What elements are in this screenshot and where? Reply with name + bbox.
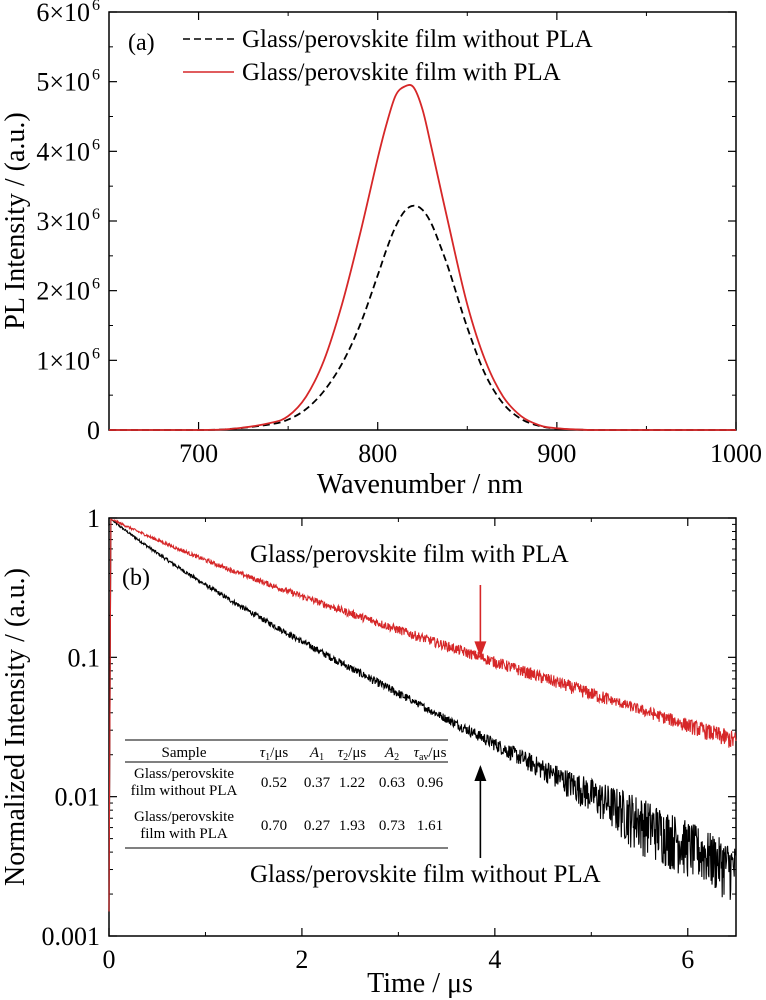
table-value-cell: 0.52 <box>261 775 287 791</box>
y-tick-label: 0 <box>87 416 100 445</box>
y-tick-label: 4×10 <box>36 137 90 166</box>
x-tick-label: 6 <box>681 945 694 974</box>
table-header-cell: τ2/μs <box>338 745 367 763</box>
y-tick-label: 3×10 <box>36 207 90 236</box>
panel-a-label: (a) <box>128 30 155 56</box>
panel-a-y-axis-label: PL Intensity / (a.u.) <box>0 112 31 329</box>
table-header-cell: Sample <box>162 745 207 761</box>
panel-b-y-axis-label: Normalized Intensity / (a.u.) <box>0 568 31 886</box>
arrowhead-without-pla <box>474 765 487 781</box>
panel-b-label: (b) <box>122 565 150 591</box>
y-tick-label: 2×10 <box>36 277 90 306</box>
y-tick-label-exponent: 6 <box>92 136 100 153</box>
panel-b-ticks: 0 2 4 6 0.001 0.01 0.1 1 <box>42 504 736 974</box>
annotation-with-pla: Glass/perovskite film with PLA <box>250 541 569 568</box>
y-tick-label-exponent: 6 <box>92 276 100 293</box>
panel-b-arrows <box>474 585 487 858</box>
x-tick-label: 4 <box>488 945 501 974</box>
table-value-cell: 0.37 <box>304 775 331 791</box>
x-tick-label: 700 <box>179 439 218 468</box>
table-header-cell: τ1/μs <box>260 745 289 763</box>
y-tick-label: 5×10 <box>36 68 90 97</box>
panel-b-curves <box>108 518 737 912</box>
legend-label-without-pla: Glass/perovskite film without PLA <box>242 26 593 53</box>
x-tick-label: 1000 <box>710 439 762 468</box>
table-value-cell: 0.27 <box>304 818 331 834</box>
table-value-cell: 0.63 <box>379 775 405 791</box>
panel-a-x-axis-label: Wavenumber / nm <box>317 469 523 500</box>
table-value-cell: 1.93 <box>339 818 365 834</box>
table-value-cell: 1.61 <box>417 818 443 834</box>
legend-label-with-pla: Glass/perovskite film with PLA <box>242 59 561 86</box>
y-tick-label-exponent: 6 <box>92 345 100 362</box>
series-line-with-pla <box>109 84 736 431</box>
table-value-cell: 0.96 <box>417 775 444 791</box>
y-tick-label: 0.1 <box>68 643 101 672</box>
table-sample-cell: film with PLA <box>140 826 228 842</box>
annotation-without-pla: Glass/perovskite film without PLA <box>250 861 601 888</box>
x-tick-label: 900 <box>537 439 576 468</box>
table-header-cell: A2 <box>384 745 399 763</box>
table-value-cell: 0.70 <box>261 818 287 834</box>
y-tick-label: 0.01 <box>55 783 101 812</box>
panel-b-plot-frame <box>108 517 737 937</box>
table-value-cell: 1.22 <box>339 775 365 791</box>
table-sample-cell: Glass/perovskite <box>134 809 234 825</box>
inset-table: Sample τ1/μs A1 τ2/μs A2 τav/μs Glass/perovsk… <box>125 739 448 849</box>
y-tick-label: 1 <box>87 504 100 533</box>
x-tick-label: 800 <box>358 439 397 468</box>
x-tick-label: 2 <box>295 945 308 974</box>
table-header-cell: A1 <box>309 745 324 763</box>
decay-trace-without-pla <box>108 518 736 912</box>
panel-a-legend: Glass/perovskite film without PLA Glass/… <box>183 26 593 86</box>
y-tick-label: 1×10 <box>36 346 90 375</box>
decay-trace-with-pla <box>108 518 737 912</box>
y-tick-label: 6×10 <box>36 0 90 27</box>
table-sample-cell: film without PLA <box>131 783 238 799</box>
y-tick-label-exponent: 6 <box>92 206 100 223</box>
table-header-row: Sample τ1/μs A1 τ2/μs A2 τav/μs <box>162 745 447 763</box>
table-value-cell: 0.73 <box>379 818 405 834</box>
panel-b-pl-decay: 0 2 4 6 0.001 0.01 0.1 1 (b) Glass/perovskite f… <box>0 504 737 999</box>
y-tick-label-exponent: 6 <box>92 0 100 14</box>
table-header-cell: τav/μs <box>414 745 447 763</box>
x-tick-label: 0 <box>103 945 116 974</box>
table-sample-cell: Glass/perovskite <box>134 766 234 782</box>
panel-a-curves <box>109 84 736 431</box>
y-tick-label: 0.001 <box>42 922 101 951</box>
panel-b-x-axis-label: Time / μs <box>367 968 473 999</box>
y-tick-label-exponent: 6 <box>92 67 100 84</box>
arrowhead-with-pla <box>474 641 487 658</box>
series-line-without-pla <box>109 204 736 431</box>
